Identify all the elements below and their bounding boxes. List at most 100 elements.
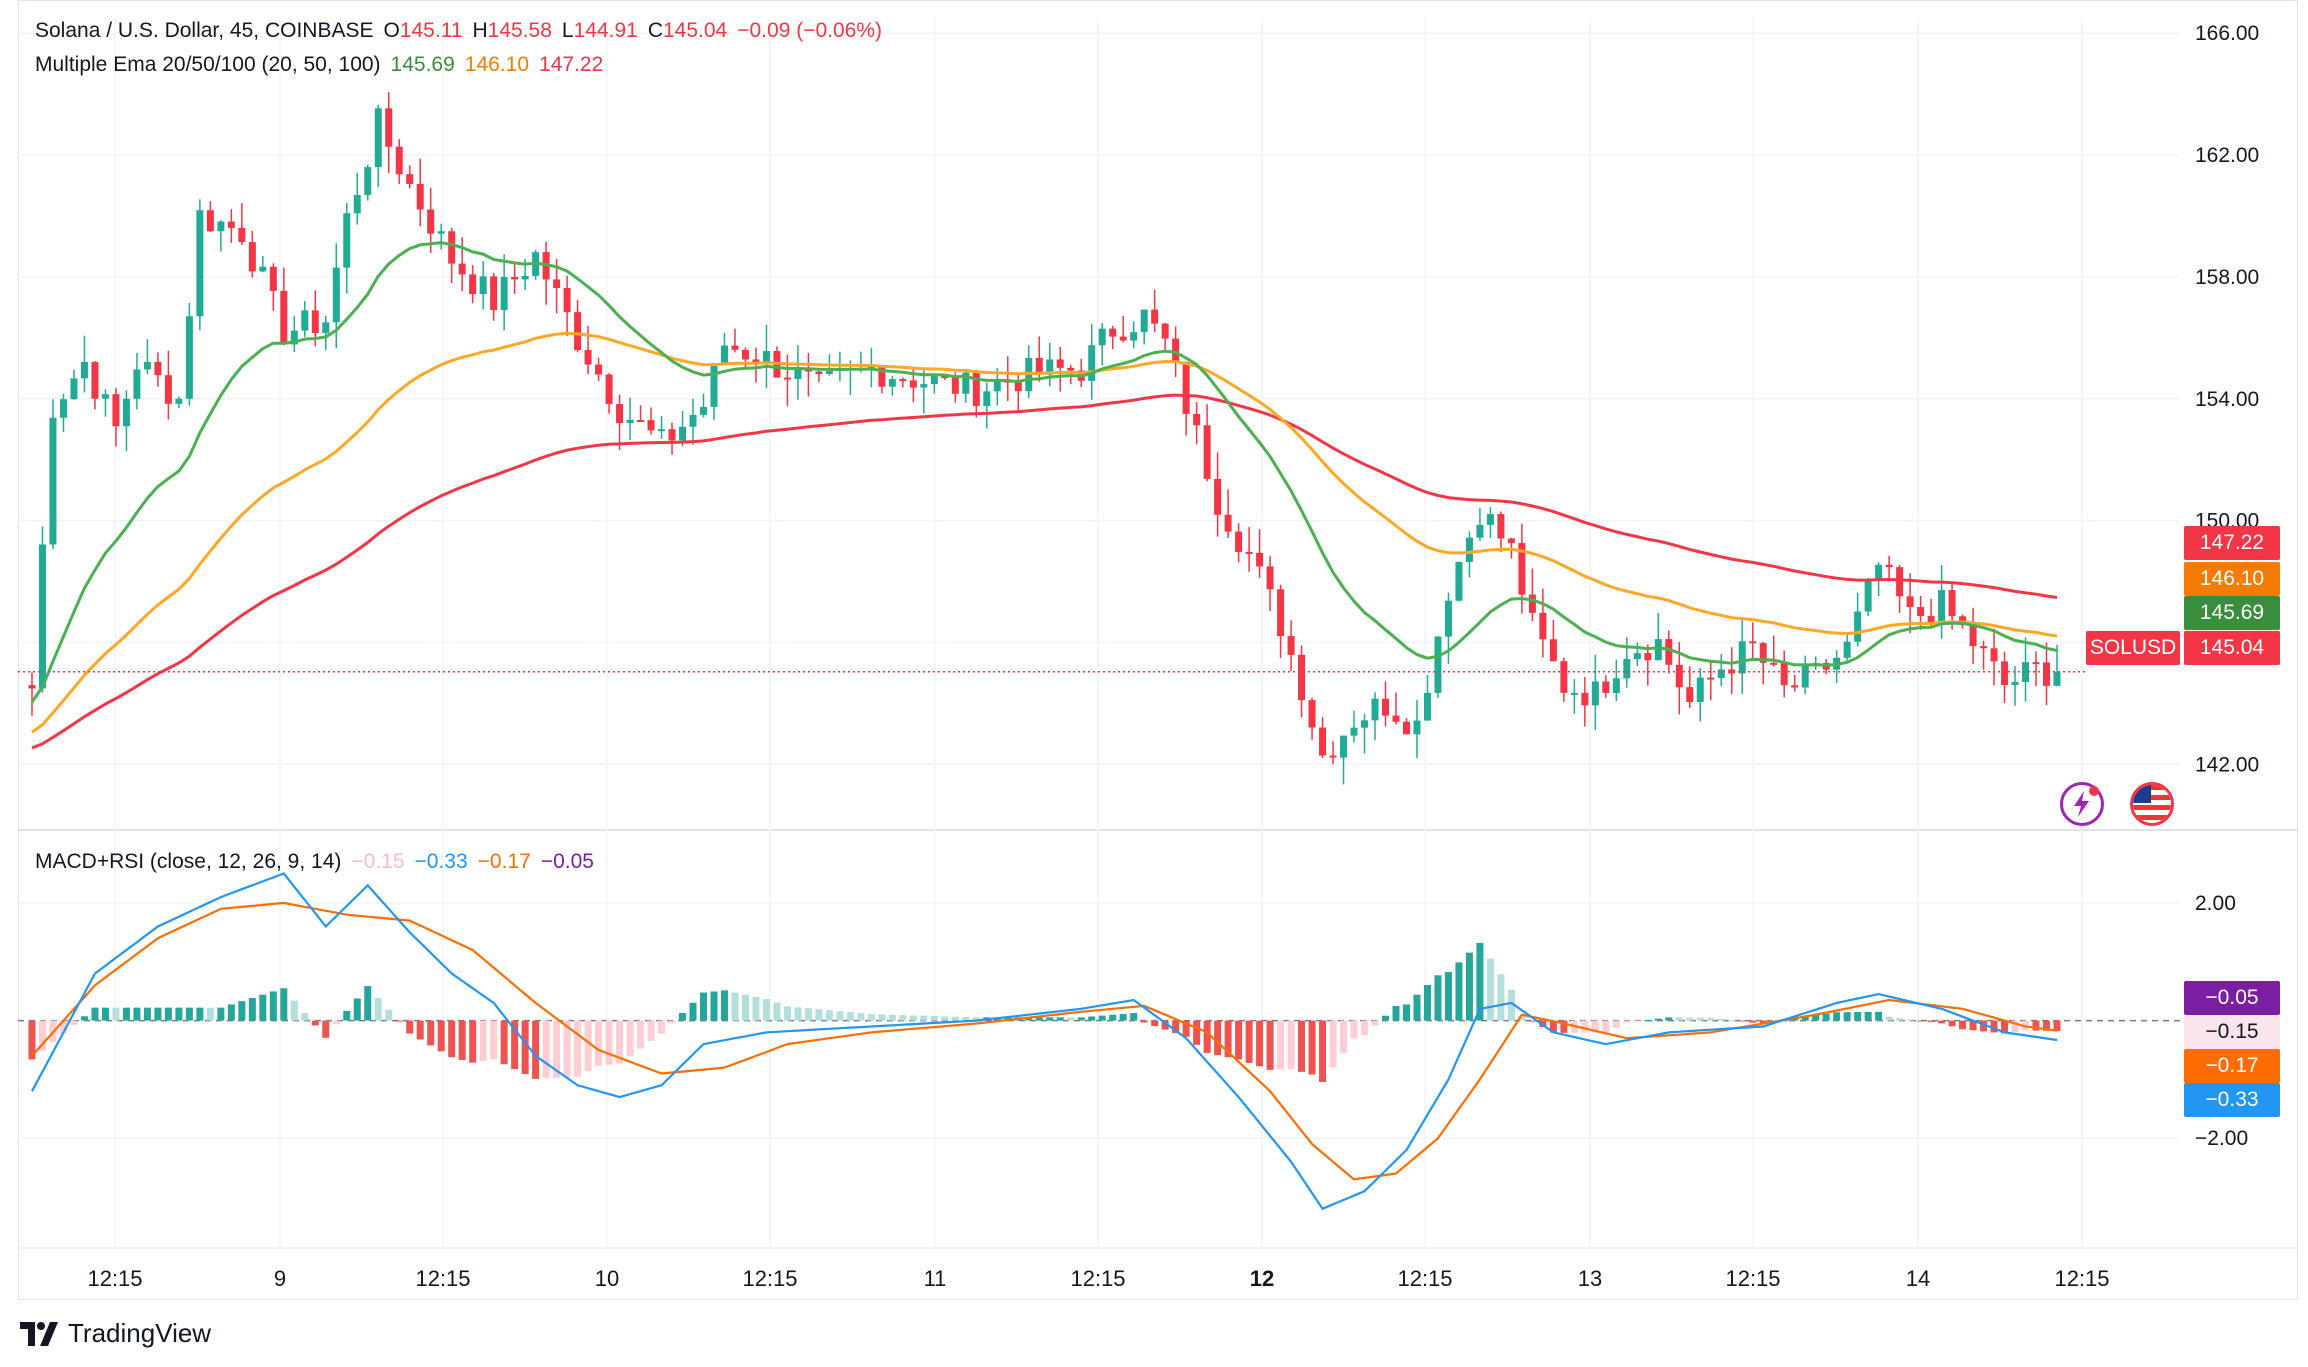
candle-body — [1675, 664, 1683, 688]
candle-body — [322, 322, 330, 334]
candle-body — [1224, 514, 1232, 532]
candle-body — [626, 419, 634, 424]
macd-histogram-bar — [437, 1020, 445, 1052]
macd-histogram-bar — [1402, 1004, 1410, 1021]
macd-histogram-bar — [1791, 1018, 1799, 1021]
candle-body — [227, 221, 235, 228]
us-flag-icon[interactable] — [2130, 782, 2174, 826]
macd-histogram-bar — [2032, 1020, 2040, 1031]
candle-body — [1906, 596, 1914, 608]
macd-histogram-bar — [469, 1020, 477, 1063]
candle-body — [490, 276, 498, 311]
ema20-price-tag: 145.69 — [2184, 596, 2280, 630]
macd-histogram-bar — [836, 1011, 844, 1021]
macd-histogram-bar — [1308, 1020, 1316, 1075]
candle-body — [1528, 594, 1536, 613]
macd-histogram-bar — [1245, 1020, 1253, 1063]
macd-histogram-bar — [731, 992, 739, 1021]
macd-tag-signal: −0.17 — [2184, 1049, 2280, 1083]
candle-body — [1497, 514, 1505, 539]
macd-histogram-bar — [1812, 1015, 1820, 1021]
candle-body — [1423, 692, 1431, 721]
macd-histogram-bar — [322, 1020, 330, 1038]
candle-body — [196, 210, 204, 317]
candle-body — [1266, 566, 1274, 590]
macd-histogram-bar — [595, 1020, 603, 1066]
candle-body — [217, 221, 225, 232]
macd-histogram-bar — [962, 1017, 970, 1021]
time-tick-label: 12:15 — [1070, 1266, 1125, 1291]
macd-histogram-bar — [1654, 1018, 1662, 1021]
time-tick-label: 14 — [1906, 1266, 1930, 1291]
candle-body — [469, 274, 477, 295]
candle-body — [825, 371, 833, 374]
macd-histogram-bar — [1602, 1020, 1610, 1033]
time-tick-label: 12:15 — [415, 1266, 470, 1291]
open-label: O — [383, 19, 400, 42]
candle-body — [259, 266, 267, 272]
macd-histogram-bar — [700, 992, 708, 1021]
candle-body — [1340, 735, 1348, 758]
macd-histogram-bar — [479, 1020, 487, 1062]
macd-histogram-bar — [38, 1020, 46, 1051]
macd-histogram-bar — [175, 1007, 183, 1021]
candle-body — [448, 231, 456, 264]
macd-histogram-bar — [101, 1007, 109, 1021]
macd-legend-label: MACD+RSI (close, 12, 26, 9, 14) — [35, 850, 342, 873]
macd-histogram-bar — [1444, 972, 1452, 1021]
candle-body — [553, 279, 561, 289]
macd-histogram-bar — [1728, 1020, 1736, 1022]
change-value: −0.09 (−0.06%) — [737, 19, 882, 42]
candle-body — [38, 544, 46, 689]
candle-body — [1791, 685, 1799, 688]
time-tick-label: 12:15 — [1397, 1266, 1452, 1291]
macd-histogram-bar — [490, 1020, 498, 1060]
close-value: 145.04 — [663, 19, 728, 42]
macd-histogram-bar — [406, 1020, 414, 1034]
candle-body — [1738, 641, 1746, 674]
candle-body — [2043, 662, 2051, 686]
macd-histogram-bar — [1035, 1017, 1043, 1021]
macd-histogram-bar — [1025, 1017, 1033, 1021]
candle-body — [962, 372, 970, 394]
candle-body — [427, 209, 435, 234]
macd-histogram-bar — [679, 1013, 687, 1021]
ema-legend: Multiple Ema 20/50/100 (20, 50, 100) 145… — [35, 53, 603, 77]
time-tick-label: 12:15 — [87, 1266, 142, 1291]
macd-histogram-bar — [1896, 1018, 1904, 1021]
macd-histogram-bar — [28, 1020, 36, 1060]
high-value: 145.58 — [487, 19, 552, 42]
candle-body — [437, 231, 445, 234]
candle-body — [637, 419, 645, 422]
candle-body — [1277, 589, 1285, 637]
macd-histogram-bar — [1413, 994, 1421, 1021]
macd-histogram-bar — [720, 990, 728, 1021]
candle-body — [164, 375, 172, 404]
candle-body — [1245, 551, 1253, 554]
macd-histogram-bar — [2043, 1020, 2051, 1031]
macd-histogram-bar — [1854, 1012, 1862, 1021]
candle-body — [1549, 639, 1557, 662]
candle-body — [80, 362, 88, 379]
macd-histogram-bar — [1906, 1019, 1914, 1021]
candle-body — [1361, 720, 1369, 728]
brand[interactable]: TradingView — [20, 1318, 211, 1349]
candle-body — [206, 210, 214, 232]
candle-body — [1203, 425, 1211, 479]
macd-histogram-bar — [616, 1020, 624, 1064]
macd-histogram-bar — [1843, 1012, 1851, 1021]
macd-histogram-bar — [343, 1010, 351, 1021]
macd-histogram-bar — [1612, 1020, 1620, 1028]
candle-body — [1633, 653, 1641, 660]
candle-body — [458, 263, 466, 275]
macd-histogram-bar — [658, 1020, 666, 1034]
candle-body — [2001, 661, 2009, 686]
candle-body — [762, 351, 770, 365]
candle-body — [1298, 654, 1306, 701]
candle-body — [1109, 328, 1117, 337]
macd-legend-v1: −0.15 — [351, 850, 405, 873]
candle-body — [710, 363, 718, 407]
candle-body — [1686, 687, 1694, 703]
lightning-icon[interactable] — [2060, 782, 2104, 826]
